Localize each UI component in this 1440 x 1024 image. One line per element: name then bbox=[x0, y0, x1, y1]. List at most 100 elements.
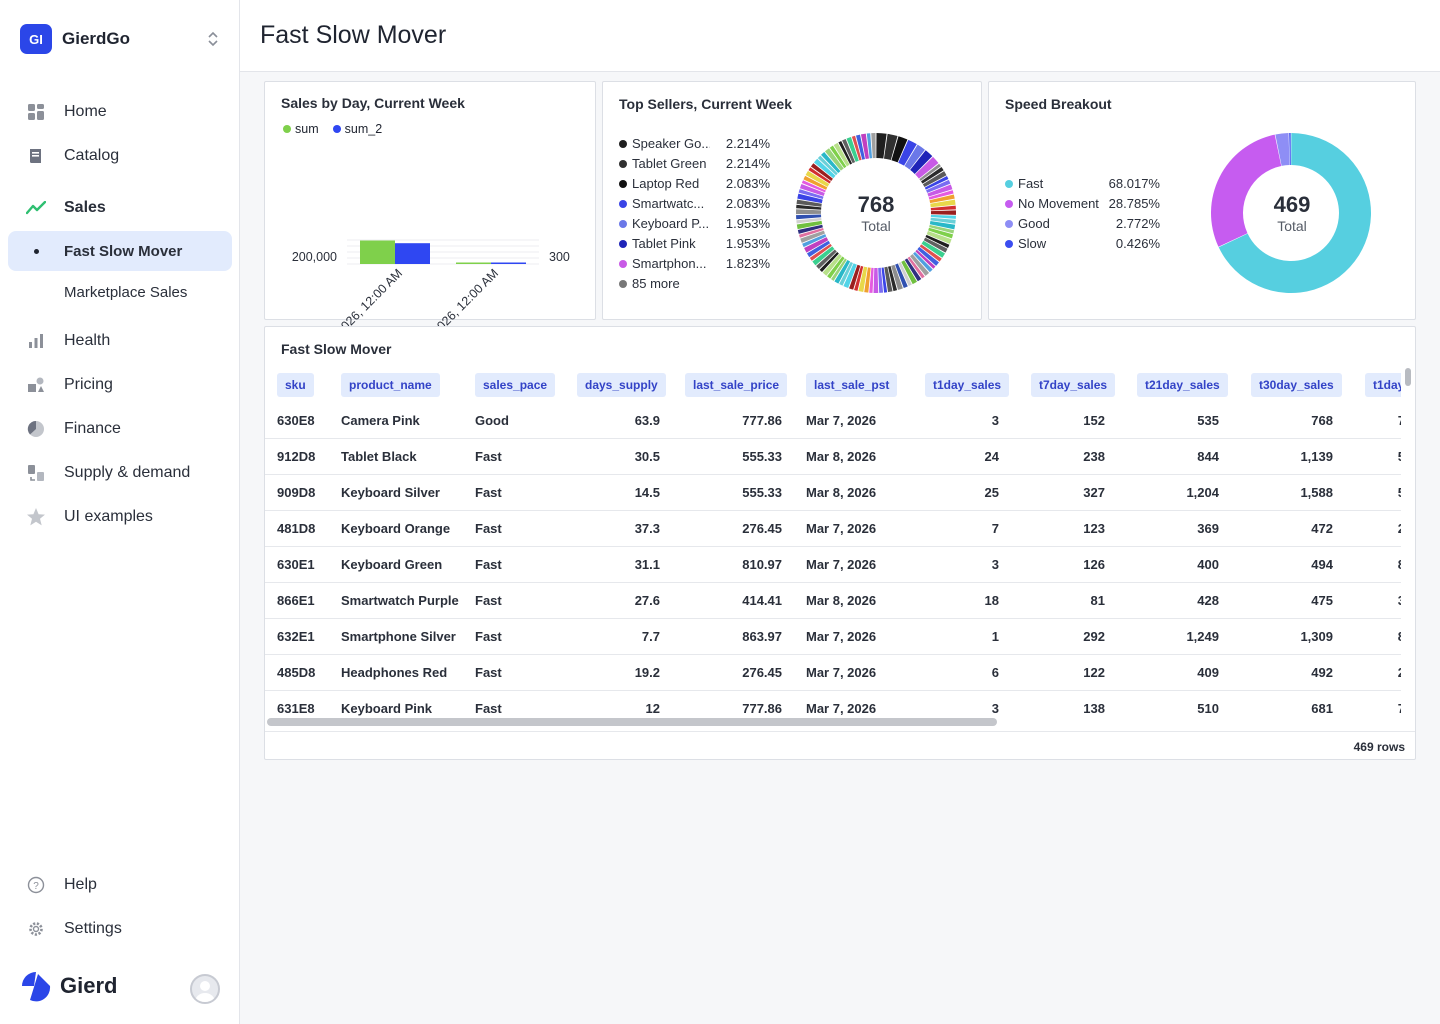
donut-slice[interactable] bbox=[796, 199, 822, 207]
donut-slice[interactable] bbox=[833, 142, 850, 167]
donut-slice[interactable] bbox=[854, 265, 864, 291]
donut-slice[interactable] bbox=[846, 137, 859, 162]
donut-slice[interactable] bbox=[797, 224, 823, 234]
donut-slice[interactable] bbox=[802, 234, 827, 248]
donut-slice[interactable] bbox=[801, 180, 826, 193]
sidebar-item-marketplace-sales[interactable]: Marketplace Sales bbox=[8, 272, 232, 312]
donut-slice[interactable] bbox=[901, 260, 918, 285]
donut-slice[interactable] bbox=[860, 133, 869, 159]
donut-slice[interactable] bbox=[919, 244, 942, 262]
donut-slice[interactable] bbox=[796, 220, 823, 230]
sidebar-item-help[interactable]: ? Help bbox=[8, 865, 232, 905]
donut-slice[interactable] bbox=[797, 193, 823, 204]
legend-item[interactable]: Tablet Green 2.214% bbox=[619, 156, 770, 171]
donut-slice[interactable] bbox=[796, 214, 822, 220]
donut-slice[interactable] bbox=[829, 145, 847, 169]
donut-slice[interactable] bbox=[808, 167, 831, 184]
donut-slice[interactable] bbox=[884, 266, 893, 293]
donut-slice[interactable] bbox=[827, 256, 845, 279]
donut-slice[interactable] bbox=[881, 267, 888, 293]
donut-slice-slow[interactable] bbox=[1289, 133, 1291, 166]
donut-slice[interactable] bbox=[924, 176, 949, 190]
donut-slice[interactable] bbox=[926, 179, 951, 193]
donut-slice[interactable] bbox=[842, 138, 856, 164]
donut-slice[interactable] bbox=[910, 254, 930, 276]
donut-slice[interactable] bbox=[929, 221, 956, 230]
donut-slice[interactable] bbox=[812, 246, 835, 266]
vertical-scrollbar[interactable] bbox=[1405, 368, 1411, 386]
donut-slice[interactable] bbox=[822, 254, 842, 276]
table-row[interactable]: 632E1 Smartphone Silver Fast 7.7 863.97 Mar 7… bbox=[265, 619, 1401, 655]
donut-slice[interactable] bbox=[834, 259, 851, 284]
donut-slice[interactable] bbox=[925, 234, 950, 248]
donut-slice[interactable] bbox=[799, 183, 825, 196]
sidebar-item-pricing[interactable]: Pricing bbox=[8, 365, 232, 405]
donut-slice[interactable] bbox=[930, 214, 956, 219]
sidebar-item-ui-examples[interactable]: UI examples bbox=[8, 497, 232, 537]
donut-slice[interactable] bbox=[930, 217, 956, 224]
donut-slice[interactable] bbox=[873, 267, 879, 293]
table-row[interactable]: 630E8 Camera Pink Good 63.9 777.86 Mar 7, 202… bbox=[265, 403, 1401, 439]
legend-item[interactable]: Fast 68.017% bbox=[1005, 176, 1160, 191]
donut-slice[interactable] bbox=[923, 237, 948, 253]
table-row[interactable]: 631E8 Keyboard Pink Fast 12 777.86 Mar 7, 202… bbox=[265, 691, 1401, 719]
donut-slice[interactable] bbox=[928, 227, 954, 239]
bar-sum_2[interactable] bbox=[491, 262, 526, 265]
donut-slice[interactable] bbox=[904, 258, 922, 282]
legend-item[interactable]: Smartphon... 1.823% bbox=[619, 256, 770, 271]
donut-slice[interactable] bbox=[839, 261, 853, 286]
donut-slice[interactable] bbox=[866, 133, 873, 159]
sidebar-item-home[interactable]: Home bbox=[8, 92, 232, 132]
legend-item[interactable]: Keyboard P... 1.953% bbox=[619, 216, 770, 231]
column-header-t7day-sales[interactable]: t7day_sales bbox=[1031, 373, 1116, 397]
donut-slice[interactable] bbox=[921, 240, 946, 258]
legend-item[interactable]: Speaker Go... 2.214% bbox=[619, 136, 770, 151]
donut-slice[interactable] bbox=[928, 190, 954, 200]
donut-slice[interactable] bbox=[898, 262, 912, 287]
donut-slice[interactable] bbox=[800, 230, 825, 243]
donut-slice[interactable] bbox=[910, 150, 933, 174]
donut-slice[interactable] bbox=[831, 258, 847, 281]
column-header-t1day-[interactable]: t1day_ bbox=[1365, 373, 1401, 397]
donut-slice[interactable] bbox=[927, 184, 953, 197]
donut-slice[interactable] bbox=[930, 210, 956, 215]
donut-slice[interactable] bbox=[843, 263, 857, 289]
donut-slice[interactable] bbox=[929, 224, 955, 234]
bar-sum[interactable] bbox=[456, 262, 491, 265]
donut-slice[interactable] bbox=[915, 249, 936, 269]
donut-slice[interactable] bbox=[904, 144, 925, 170]
donut-slice[interactable] bbox=[926, 231, 952, 244]
legend-item[interactable]: No Movement 28.785% bbox=[1005, 196, 1160, 211]
table-row[interactable]: 909D8 Keyboard Silver Fast 14.5 555.33 Mar 8,… bbox=[265, 475, 1401, 511]
donut-slice[interactable] bbox=[805, 170, 830, 187]
sidebar-item-catalog[interactable]: Catalog bbox=[8, 136, 232, 176]
donut-slice[interactable] bbox=[810, 163, 833, 182]
donut-slice[interactable] bbox=[878, 267, 884, 293]
column-header-product-name[interactable]: product_name bbox=[341, 373, 440, 397]
donut-slice[interactable] bbox=[883, 133, 898, 161]
sidebar-item-finance[interactable]: Finance bbox=[8, 409, 232, 449]
donut-slice[interactable] bbox=[921, 167, 944, 184]
donut-slice[interactable] bbox=[913, 251, 933, 273]
column-header-sku[interactable]: sku bbox=[277, 373, 314, 397]
donut-slice[interactable] bbox=[820, 152, 841, 174]
donut-slice[interactable] bbox=[796, 209, 822, 215]
column-header-sales-pace[interactable]: sales_pace bbox=[475, 373, 556, 397]
donut-slice[interactable] bbox=[813, 158, 836, 179]
donut-slice[interactable] bbox=[922, 171, 947, 188]
legend-item[interactable]: Laptop Red 2.083% bbox=[619, 176, 770, 191]
donut-slice[interactable] bbox=[915, 156, 939, 179]
column-header-t1day-sales[interactable]: t1day_sales bbox=[925, 373, 1010, 397]
table-row[interactable]: 630E1 Keyboard Green Fast 31.1 810.97 Mar 7, … bbox=[265, 547, 1401, 583]
donut-slice[interactable] bbox=[864, 267, 871, 293]
donut-slice[interactable] bbox=[803, 175, 828, 190]
donut-slice[interactable] bbox=[871, 133, 876, 159]
column-header-days-supply[interactable]: days_supply bbox=[577, 373, 666, 397]
donut-slice-good[interactable] bbox=[1275, 133, 1290, 166]
sidebar-item-supply-demand[interactable]: Supply & demand bbox=[8, 453, 232, 493]
workspace-switcher[interactable]: GI GierdGo bbox=[20, 24, 220, 54]
donut-slice[interactable] bbox=[891, 136, 908, 163]
donut-slice[interactable] bbox=[930, 199, 956, 208]
donut-slice[interactable] bbox=[930, 205, 956, 211]
avatar[interactable] bbox=[190, 974, 220, 1004]
